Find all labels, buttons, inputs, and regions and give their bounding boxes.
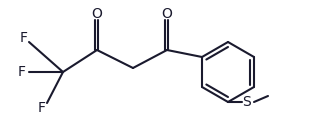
Text: F: F (18, 65, 26, 79)
Text: O: O (91, 7, 102, 21)
Text: S: S (242, 95, 251, 109)
Text: F: F (20, 31, 28, 45)
Text: O: O (162, 7, 173, 21)
Text: F: F (38, 101, 46, 115)
